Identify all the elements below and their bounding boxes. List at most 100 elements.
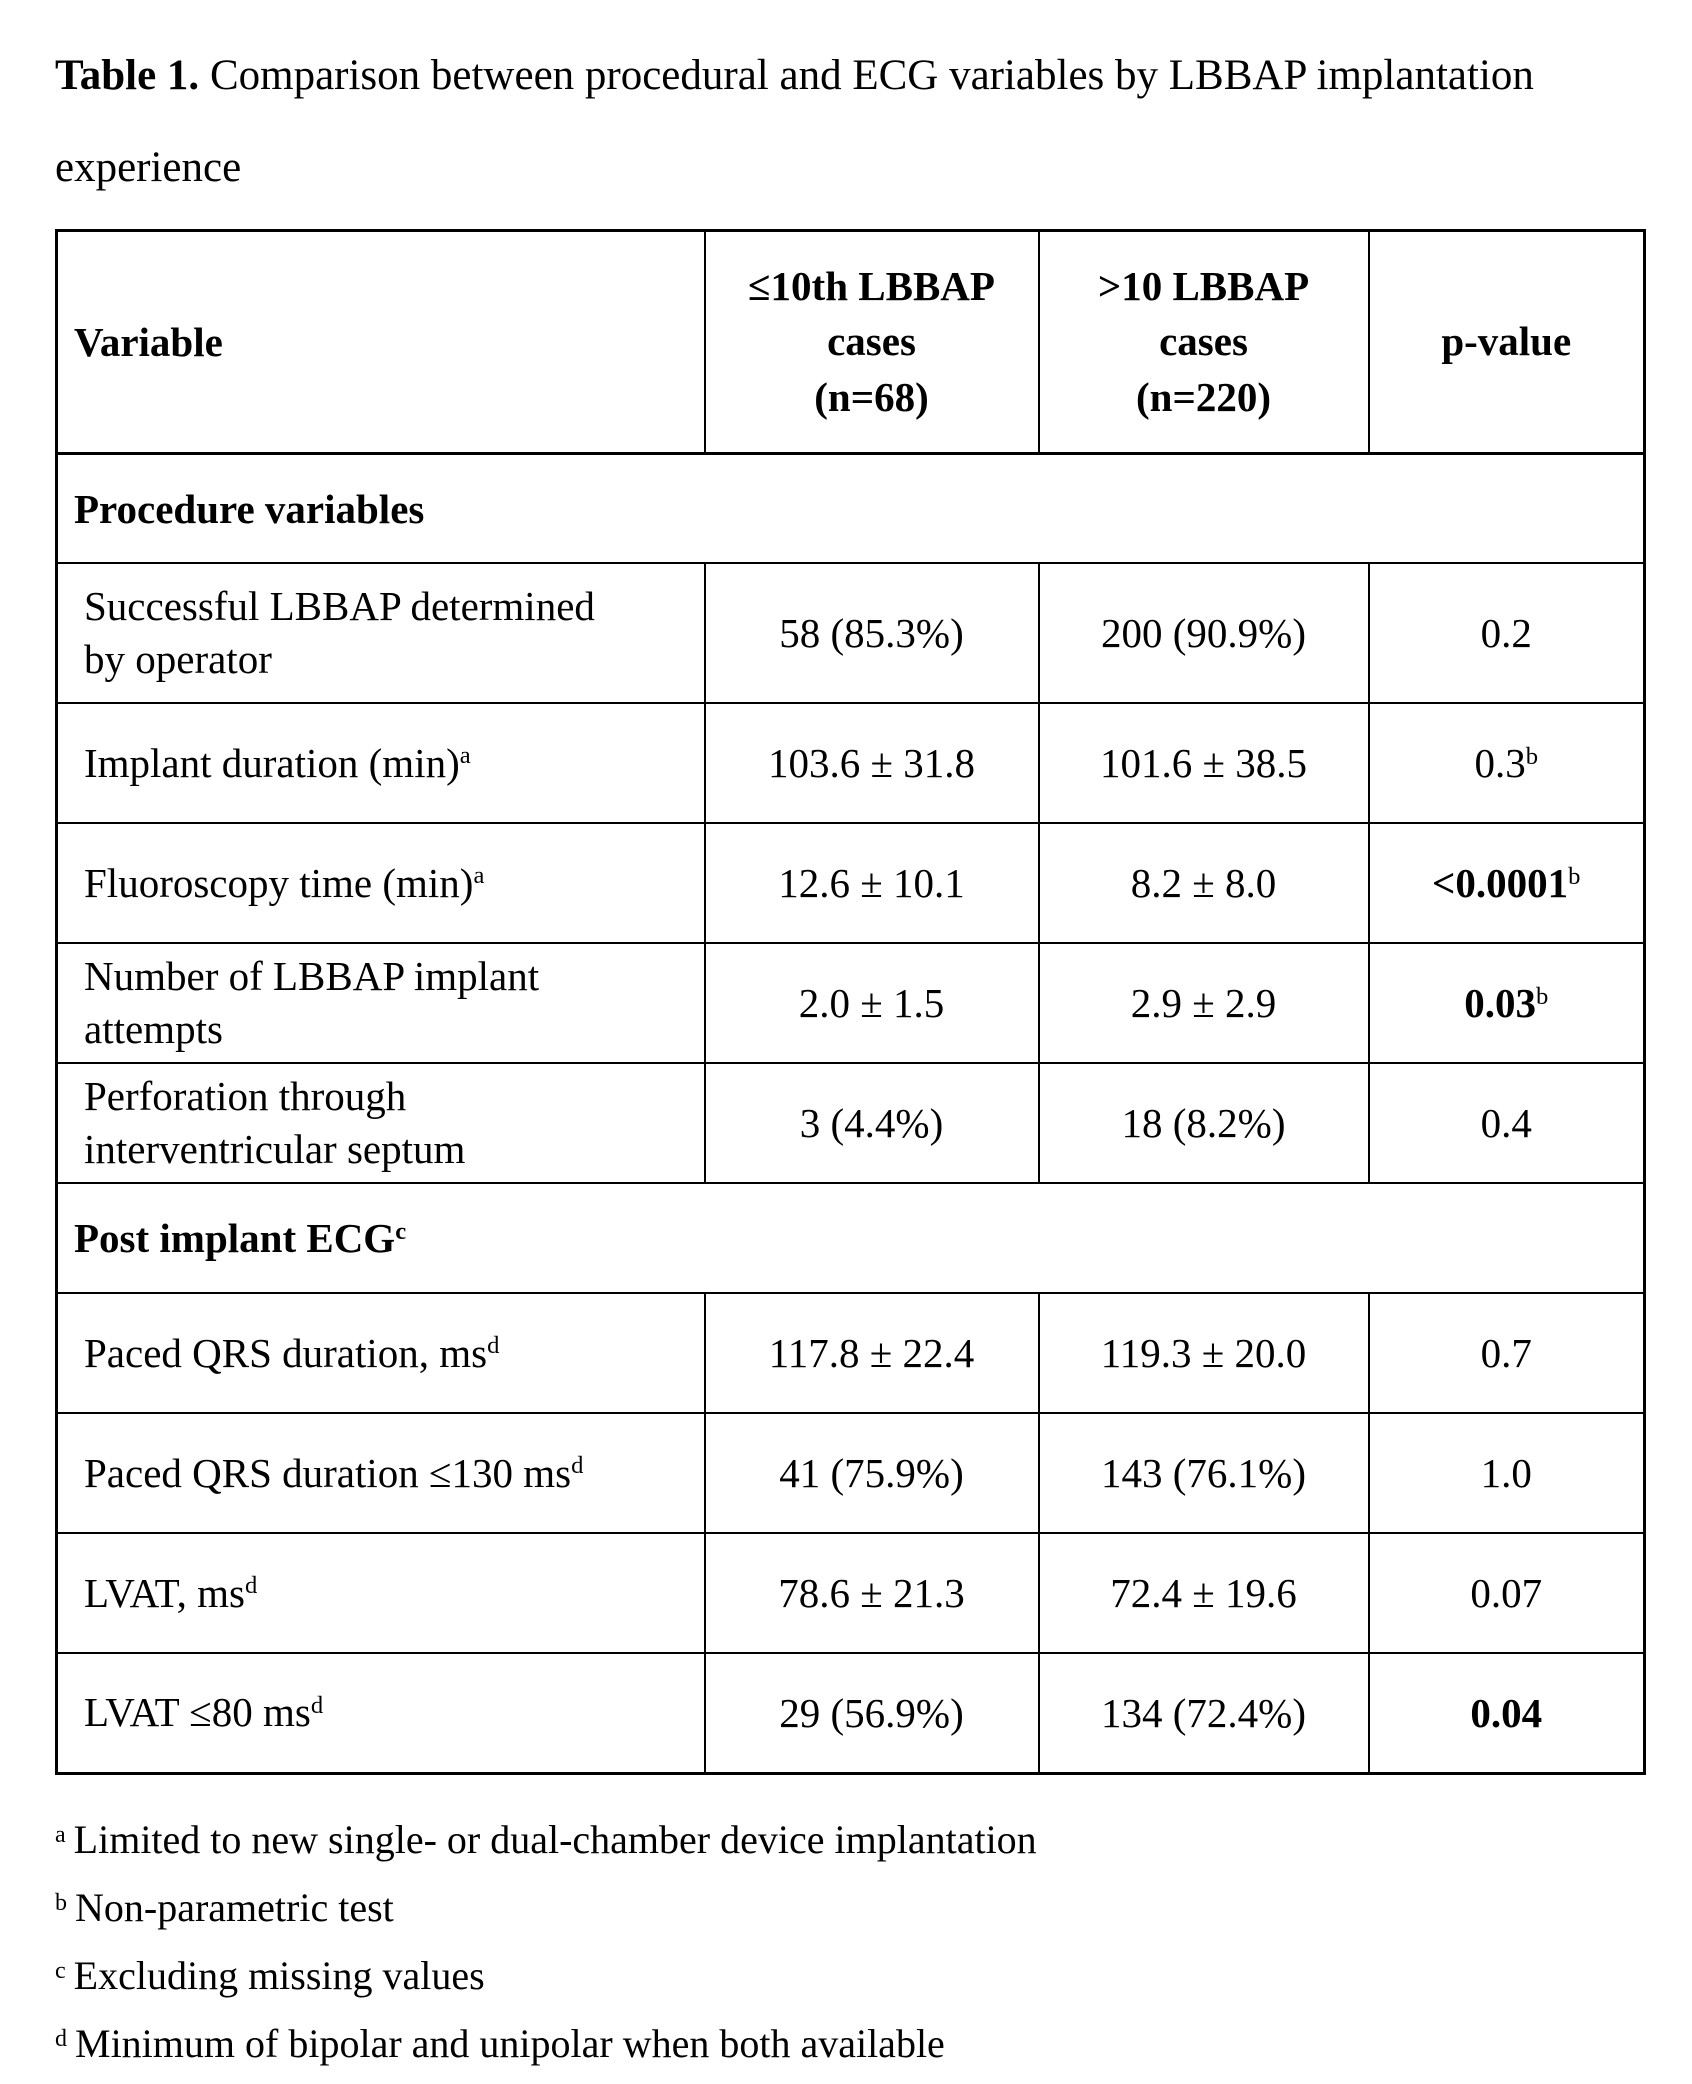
gt10-value-cell: 8.2 ± 8.0 xyxy=(1037,822,1370,945)
variable-cell: Paced QRS duration ≤130 msd xyxy=(55,1412,706,1535)
section-label: Procedure variables xyxy=(55,452,1646,565)
value-text: 200 (90.9%) xyxy=(1101,610,1306,657)
le10-value-cell: 2.0 ± 1.5 xyxy=(703,942,1040,1065)
le10-value-cell: 103.6 ± 31.8 xyxy=(703,702,1040,825)
value-text: 72.4 ± 19.6 xyxy=(1110,1570,1297,1617)
footnote-marker: b xyxy=(55,1890,67,1917)
le10-value-cell: 3 (4.4%) xyxy=(703,1062,1040,1185)
value-text: 18 (8.2%) xyxy=(1121,1100,1286,1147)
le10-value-cell: 29 (56.9%) xyxy=(703,1652,1040,1775)
p-value-text: 0.7 xyxy=(1480,1330,1532,1377)
p-value-cell: 1.0 xyxy=(1367,1412,1646,1535)
footnote-marker: a xyxy=(55,1822,66,1849)
variable-cell: Number of LBBAP implant attempts xyxy=(55,942,706,1065)
footnote-marker: a xyxy=(473,862,485,890)
value-text: 2.0 ± 1.5 xyxy=(798,980,945,1027)
p-value-text: <0.0001 xyxy=(1432,860,1569,907)
footnote-marker: d xyxy=(55,2026,67,2053)
variable-text: Successful LBBAP determined by operator xyxy=(84,583,595,683)
footnote-marker: c xyxy=(395,1217,407,1245)
p-value-cell: 0.07 xyxy=(1367,1532,1646,1655)
header-gt10-cases: >10 LBBAP cases (n=220) xyxy=(1037,229,1370,455)
le10-value-cell: 78.6 ± 21.3 xyxy=(703,1532,1040,1655)
header-p-value: p-value xyxy=(1367,229,1646,455)
table-header: Variable ≤10th LBBAP cases (n=68) >10 LB… xyxy=(55,229,1646,455)
value-text: 117.8 ± 22.4 xyxy=(768,1330,975,1377)
header-variable: Variable xyxy=(55,229,706,455)
p-value-cell: 0.03b xyxy=(1367,942,1646,1065)
p-value-text: 0.4 xyxy=(1480,1100,1532,1147)
value-text: 143 (76.1%) xyxy=(1101,1450,1306,1497)
value-text: 2.9 ± 2.9 xyxy=(1130,980,1277,1027)
p-value-cell: <0.0001b xyxy=(1367,822,1646,945)
footnote: c Excluding missing values xyxy=(55,1945,1643,2013)
gt10-value-cell: 101.6 ± 38.5 xyxy=(1037,702,1370,825)
le10-value-cell: 12.6 ± 10.1 xyxy=(703,822,1040,945)
value-text: 3 (4.4%) xyxy=(799,1100,944,1147)
p-value-text: 0.2 xyxy=(1480,610,1532,657)
section-label: Post implant ECGc xyxy=(55,1182,1646,1295)
footnote-marker: c xyxy=(55,1958,66,1985)
section-row: Procedure variables xyxy=(55,452,1646,565)
section-row: Post implant ECGc xyxy=(55,1182,1646,1295)
p-value-text: 0.3 xyxy=(1474,740,1526,787)
gt10-value-cell: 119.3 ± 20.0 xyxy=(1037,1292,1370,1415)
p-value-text: 0.07 xyxy=(1470,1570,1543,1617)
variable-text: Perforation through interventricular sep… xyxy=(84,1073,466,1173)
gt10-value-cell: 134 (72.4%) xyxy=(1037,1652,1370,1775)
variable-cell: LVAT, msd xyxy=(55,1532,706,1655)
table-title-text: Comparison between procedural and ECG va… xyxy=(55,52,1534,192)
gt10-value-cell: 200 (90.9%) xyxy=(1037,562,1370,705)
variable-cell: Fluoroscopy time (min)a xyxy=(55,822,706,945)
value-text: 8.2 ± 8.0 xyxy=(1130,860,1277,907)
footnote: d Minimum of bipolar and unipolar when bo… xyxy=(55,2013,1643,2081)
le10-value-cell: 58 (85.3%) xyxy=(703,562,1040,705)
value-text: 78.6 ± 21.3 xyxy=(778,1570,965,1617)
value-text: 134 (72.4%) xyxy=(1101,1690,1306,1737)
variable-text: LVAT ≤80 ms xyxy=(84,1689,311,1736)
footnote-text: Minimum of bipolar and unipolar when bot… xyxy=(75,2020,945,2066)
gt10-value-cell: 72.4 ± 19.6 xyxy=(1037,1532,1370,1655)
footnote-marker: d xyxy=(571,1452,584,1480)
footnote-marker: b xyxy=(1525,742,1539,770)
gt10-value-cell: 18 (8.2%) xyxy=(1037,1062,1370,1185)
value-text: 101.6 ± 38.5 xyxy=(1099,740,1307,787)
p-value-text: 0.03 xyxy=(1464,980,1536,1027)
table-row: LVAT ≤80 msd 29 (56.9%) 134 (72.4%) 0.04 xyxy=(55,1652,1646,1775)
table-body: Procedure variables Successful LBBAP dete… xyxy=(55,452,1646,1775)
section-label-text: Post implant ECG xyxy=(74,1215,396,1262)
le10-value-cell: 41 (75.9%) xyxy=(703,1412,1040,1535)
gt10-value-cell: 2.9 ± 2.9 xyxy=(1037,942,1370,1065)
table-row: Perforation through interventricular sep… xyxy=(55,1062,1646,1185)
variable-text: Paced QRS duration, ms xyxy=(84,1329,488,1376)
p-value-cell: 0.4 xyxy=(1367,1062,1646,1185)
p-value-cell: 0.7 xyxy=(1367,1292,1646,1415)
variable-text: LVAT, ms xyxy=(84,1569,246,1616)
p-value-text: 1.0 xyxy=(1480,1450,1532,1497)
value-text: 41 (75.9%) xyxy=(779,1450,964,1497)
footnote-marker: a xyxy=(459,742,471,770)
footnote-text: Non-parametric test xyxy=(75,1884,394,1930)
footnote: a Limited to new single- or dual-chamber … xyxy=(55,1809,1643,1877)
value-text: 12.6 ± 10.1 xyxy=(778,860,965,907)
gt10-value-cell: 143 (76.1%) xyxy=(1037,1412,1370,1535)
value-text: 103.6 ± 31.8 xyxy=(767,740,975,787)
footnote-marker: b xyxy=(1535,982,1549,1010)
header-le10-cases: ≤10th LBBAP cases (n=68) xyxy=(703,229,1040,455)
footnote-marker: d xyxy=(487,1332,500,1360)
footnote-marker: b xyxy=(1568,862,1581,890)
section-label-text: Procedure variables xyxy=(74,485,425,532)
footnote-marker: d xyxy=(310,1691,324,1719)
p-value-cell: 0.2 xyxy=(1367,562,1646,705)
footnote-marker: d xyxy=(245,1572,258,1600)
header-row: Variable ≤10th LBBAP cases (n=68) >10 LB… xyxy=(55,229,1646,455)
footnote-text: Limited to new single- or dual-chamber d… xyxy=(73,1816,1037,1862)
variable-cell: Perforation through interventricular sep… xyxy=(55,1062,706,1185)
table-title: Table 1. Comparison between procedural a… xyxy=(55,30,1615,215)
footnote-text: Excluding missing values xyxy=(73,1952,485,1998)
table-row: Implant duration (min)a 103.6 ± 31.8 101.6… xyxy=(55,702,1646,825)
variable-text: Fluoroscopy time (min) xyxy=(84,859,474,906)
le10-value-cell: 117.8 ± 22.4 xyxy=(703,1292,1040,1415)
p-value-cell: 0.04 xyxy=(1367,1652,1646,1775)
table-row: Paced QRS duration ≤130 msd 41 (75.9%) 143… xyxy=(55,1412,1646,1535)
